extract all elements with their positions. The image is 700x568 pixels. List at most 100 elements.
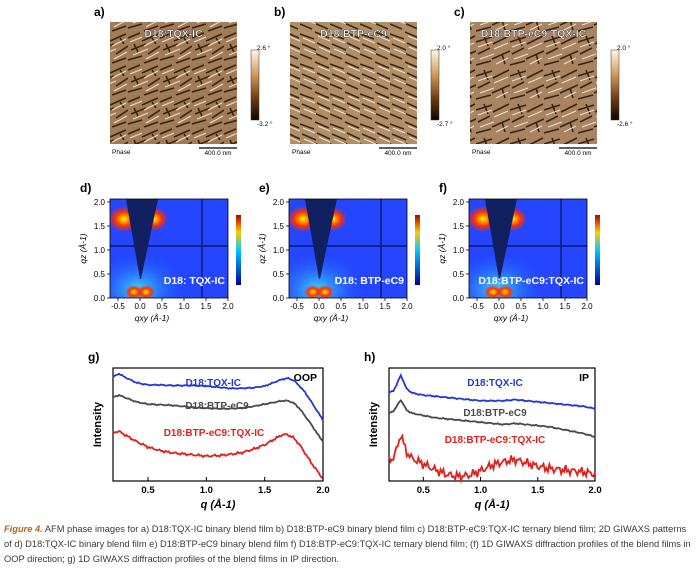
- giwaxs-panel-2: e) D18: BTP-eC9 -0.5 0.0 0.5 1.0 1.5 2.0 0.0 0.5 1…: [257, 181, 420, 323]
- series-line: [388, 398, 596, 439]
- x-tick-label: 1.0: [200, 485, 213, 496]
- x-tick-label: -0.5: [470, 302, 484, 311]
- profile-chart-2: h) IP D18:TQX-IC D18:BTP-eC9 D18:BTP-eC9:TQX…: [364, 350, 602, 511]
- x-tick-label: 0.0: [134, 302, 146, 311]
- x-tick-label: 0.0: [313, 302, 325, 311]
- x-tick-label: 1.0: [357, 302, 369, 311]
- series-line: [112, 372, 324, 422]
- x-axis-label: qxy (Å-1): [494, 313, 529, 323]
- caption-text: AFM phase images for a) D18:TQX-IC binar…: [4, 524, 691, 564]
- x-tick-label: 1.0: [537, 302, 549, 311]
- x-tick-label: 1.5: [379, 302, 391, 311]
- panel-letter: e): [259, 181, 270, 195]
- x-tick-label: 0.5: [141, 485, 155, 496]
- afm-title: D18:BTP-eC9: [320, 28, 387, 40]
- y-tick-label: 1.0: [273, 246, 285, 255]
- series-label: D18:BTP-eC9: [463, 408, 527, 419]
- figure-caption: Figure 4. AFM phase images for a) D18:TQ…: [4, 522, 696, 567]
- series-line: [112, 429, 324, 479]
- direction-label: IP: [579, 372, 589, 384]
- panel-letter: d): [80, 181, 91, 195]
- panel-letter: c): [454, 5, 465, 19]
- giwaxs-detector-image: [469, 199, 587, 298]
- panel-letter: g): [88, 350, 99, 364]
- scale-min-label: -2.6 °: [617, 120, 633, 128]
- x-tick-label: 1.5: [200, 302, 212, 311]
- scalebar-label: 400.0 nm: [564, 150, 591, 157]
- y-tick-label: 0.0: [453, 294, 465, 303]
- x-tick-label: -0.5: [111, 302, 125, 311]
- x-tick-label: 1.5: [258, 485, 272, 496]
- y-axis-label: Intensity: [92, 401, 104, 447]
- afm-panel-1: a) D18:TQX-IC 2.6 ° -3.2 ° Phase 400.0 nm: [94, 5, 273, 157]
- x-tick-label: 1.5: [559, 302, 571, 311]
- afm-color-scale: [430, 49, 440, 121]
- x-tick-label: 2.0: [581, 302, 593, 311]
- y-axis-label: qz (Å-1): [78, 233, 88, 263]
- x-tick-label: -0.5: [290, 302, 304, 311]
- panel-letter: h): [364, 350, 375, 364]
- y-tick-label: 0.5: [94, 270, 106, 279]
- giwaxs-1d-profiles: g) OOP D18:TQX-IC D18:BTP-eC9 D18:BTP-eC9:TQ…: [88, 350, 602, 511]
- phase-label: Phase: [292, 149, 311, 156]
- y-axis-label: qz (Å-1): [437, 233, 447, 263]
- afm-color-scale: [610, 49, 620, 121]
- giwaxs-panels: d) D18: TQX-IC -0.5 0.0 0.5 1.0 1.5 2.0 0.0 0.5 1.…: [78, 181, 600, 323]
- x-tick-label: 0.5: [335, 302, 347, 311]
- series-line: [113, 393, 324, 443]
- scale-min-label: -3.2 °: [257, 120, 273, 128]
- y-tick-label: 0.0: [273, 294, 285, 303]
- y-tick-label: 1.5: [94, 222, 106, 231]
- y-tick-label: 2.0: [453, 198, 465, 207]
- afm-panel-2: b) D18:BTP-eC9 2.0 ° -2.7 ° Phase 400.0 nm: [274, 5, 453, 157]
- plot-frame: [388, 367, 596, 482]
- giwaxs-color-scale: [415, 215, 420, 285]
- y-axis-label: qz (Å-1): [257, 233, 267, 263]
- scalebar-label: 400.0 nm: [204, 150, 231, 157]
- x-tick-label: 0.0: [493, 302, 505, 311]
- giwaxs-detector-image: [289, 199, 407, 298]
- scale-max-label: 2.0 °: [437, 44, 451, 52]
- x-tick-label: 0.5: [417, 485, 431, 496]
- x-tick-label: 0.5: [515, 302, 527, 311]
- afm-phase-image: [110, 22, 237, 144]
- series-label: D18:TQX-IC: [467, 378, 523, 389]
- y-tick-label: 1.5: [453, 222, 465, 231]
- x-tick-label: 1.0: [178, 302, 190, 311]
- panel-letter: b): [274, 5, 285, 19]
- x-tick-label: 2.0: [588, 485, 601, 496]
- giwaxs-detector-image: [110, 199, 228, 298]
- x-tick-label: 2.0: [401, 302, 413, 311]
- y-tick-label: 0.5: [273, 270, 285, 279]
- series-label: D18:BTP-eC9:TQX-IC: [445, 435, 546, 446]
- scale-max-label: 2.6 °: [257, 44, 271, 52]
- y-tick-label: 2.0: [273, 198, 285, 207]
- series-line: [388, 433, 596, 485]
- afm-phase-image: [470, 22, 597, 144]
- giwaxs-panel-3: f) D18:BTP-eC9:TQX-IC -0.5 0.0 0.5 1.0 1.5 2.0 0…: [437, 181, 600, 323]
- y-tick-label: 0.5: [453, 270, 465, 279]
- giwaxs-label: D18: TQX-IC: [164, 275, 226, 287]
- giwaxs-panel-1: d) D18: TQX-IC -0.5 0.0 0.5 1.0 1.5 2.0 0.0 0.5 1.…: [78, 181, 241, 323]
- scale-min-label: -2.7 °: [437, 120, 453, 128]
- panel-letter: f): [439, 181, 447, 195]
- direction-label: OOP: [294, 372, 317, 384]
- x-tick-label: 2.0: [222, 302, 234, 311]
- x-axis-label: qxy (Å-1): [135, 313, 170, 323]
- giwaxs-color-scale: [595, 215, 600, 285]
- afm-panel-3: c) D18:BTP-eC9:TQX-IC 2.0 ° -2.6 ° Phase 400.…: [454, 5, 633, 157]
- scalebar-label: 400.0 nm: [384, 150, 411, 157]
- afm-panels: a) D18:TQX-IC 2.6 ° -3.2 ° Phase 400.0 nm b) D1…: [94, 5, 633, 157]
- phase-label: Phase: [472, 149, 491, 156]
- giwaxs-color-scale: [236, 215, 241, 285]
- y-tick-label: 0.0: [94, 294, 106, 303]
- y-axis-label: Intensity: [368, 401, 380, 447]
- giwaxs-label: D18: BTP-eC9: [335, 275, 405, 287]
- profile-chart-1: g) OOP D18:TQX-IC D18:BTP-eC9 D18:BTP-eC9:TQ…: [88, 350, 330, 511]
- figure-4: a) D18:TQX-IC 2.6 ° -3.2 ° Phase 400.0 nm b) D1…: [78, 5, 633, 511]
- panel-letter: a): [94, 5, 105, 19]
- y-tick-label: 1.5: [273, 222, 285, 231]
- giwaxs-label: D18:BTP-eC9:TQX-IC: [478, 275, 584, 287]
- series-label: D18:BTP-eC9:TQX-IC: [164, 428, 265, 439]
- afm-title: D18:BTP-eC9:TQX-IC: [481, 28, 587, 40]
